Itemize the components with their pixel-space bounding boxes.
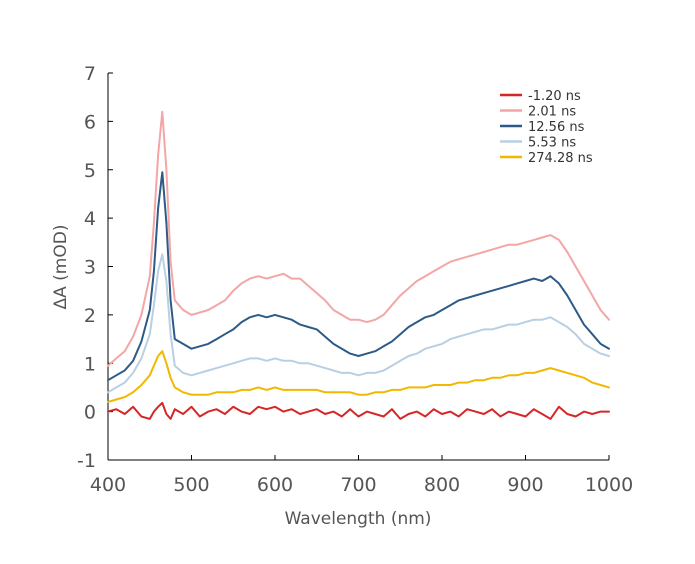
y-tick-label: 5: [84, 160, 96, 182]
x-tick-label: 1000: [585, 474, 633, 496]
legend-label: 12.56 ns: [528, 120, 585, 135]
series-line-3: [107, 253, 610, 394]
legend-label: 2.01 ns: [528, 105, 576, 120]
y-tick-label: -1: [77, 450, 96, 472]
x-tick-label: 500: [173, 474, 209, 496]
legend-label: 274.28 ns: [528, 151, 593, 166]
series-line-2: [107, 171, 610, 382]
x-tick-label: 800: [424, 474, 460, 496]
y-tick-label: 7: [84, 63, 96, 85]
x-tick-label: 900: [507, 474, 543, 496]
x-ticks: 400 500 600 700 800 900 1000: [90, 455, 633, 496]
y-tick-label: 4: [84, 208, 96, 230]
x-axis-title: Wavelength (nm): [285, 509, 432, 529]
legend-label: -1.20 ns: [528, 89, 581, 104]
x-tick-label: 400: [90, 474, 126, 496]
series-line-4: [107, 350, 610, 403]
series-lines: [107, 110, 610, 420]
y-tick-label: 6: [84, 111, 96, 133]
y-tick-label: 1: [84, 353, 96, 375]
y-tick-label: 0: [84, 402, 96, 424]
y-ticks: -1 0 1 2 3 4 5 6 7: [77, 63, 113, 472]
x-tick-label: 700: [340, 474, 376, 496]
y-axis-title: ΔA (mOD): [51, 225, 71, 310]
series-line-1: [107, 110, 610, 367]
series-line-0: [107, 401, 610, 420]
y-tick-label: 2: [84, 305, 96, 327]
x-tick-label: 600: [257, 474, 293, 496]
legend-label: 5.53 ns: [528, 136, 576, 151]
y-tick-label: 3: [84, 257, 96, 279]
